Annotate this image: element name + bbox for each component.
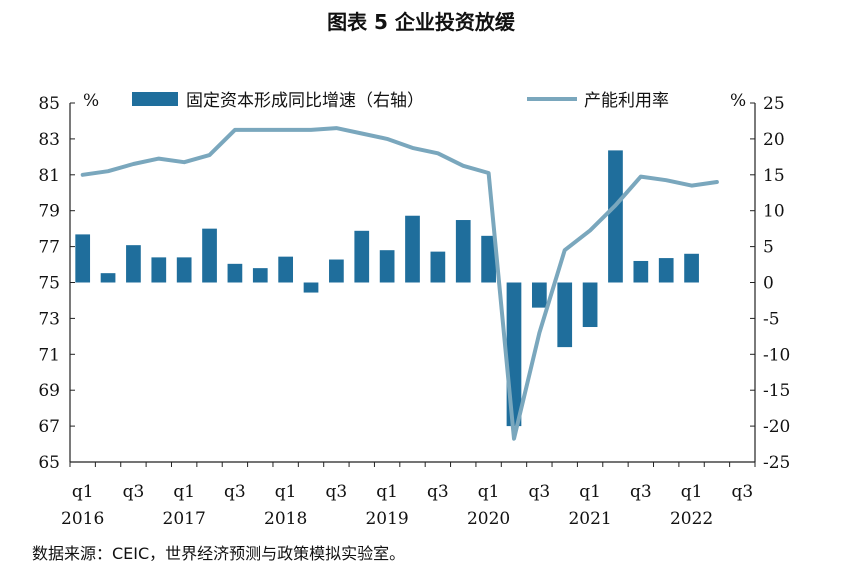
right-tick-label: -5 [763, 309, 780, 329]
right-tick-label: 25 [763, 94, 785, 114]
bar-2020q4 [557, 282, 573, 348]
axes-group: 65 67 69 71 73 75 77 79 81 83 85 -25 -20 -15 -10 -5 0 5 10… [38, 91, 790, 529]
bar-2021q1 [582, 282, 598, 328]
x-tick-label-q3: q3 [427, 482, 449, 502]
bar-2020q3 [531, 282, 547, 308]
bar-2018q1 [278, 256, 294, 283]
x-tick-label-q1: q1 [376, 482, 398, 502]
x-year-label-2021: 2021 [568, 509, 611, 529]
legend-bar-swatch [132, 92, 178, 106]
right-unit-label: % [730, 91, 746, 111]
right-tick-label: 15 [763, 166, 785, 186]
left-tick-label: 69 [38, 381, 60, 401]
right-tick-label: 20 [763, 130, 785, 150]
x-tick-label-q3: q3 [731, 482, 753, 502]
bar-series-group [75, 150, 699, 427]
left-tick-label: 73 [38, 309, 60, 329]
legend-group: 固定资本形成同比增速（右轴） 产能利用率 [132, 91, 669, 111]
right-tick-label: -20 [763, 417, 790, 437]
bar-2016q4 [151, 257, 167, 283]
x-year-label-2017: 2017 [163, 509, 206, 529]
chart-title: 图表 5 企业投资放缓 [327, 10, 515, 34]
right-tick-label: 5 [763, 238, 774, 258]
x-tick-label-q1: q1 [173, 482, 195, 502]
bar-2019q2 [405, 215, 420, 283]
left-tick-label: 83 [38, 130, 60, 150]
bar-2016q2 [100, 273, 116, 283]
left-tick-label: 85 [38, 94, 60, 114]
bar-2021q4 [658, 258, 674, 283]
x-year-label-2022: 2022 [670, 509, 713, 529]
bar-2021q2 [608, 150, 623, 283]
bar-2017q1 [176, 257, 192, 283]
x-year-label-2019: 2019 [365, 509, 408, 529]
line-capacity-utilization [80, 126, 719, 441]
right-tick-label: 10 [763, 202, 785, 222]
bar-2016q1 [75, 234, 91, 283]
x-year-label-2018: 2018 [264, 509, 307, 529]
right-tick-label: -15 [763, 381, 790, 401]
x-tick-label-q3: q3 [224, 482, 246, 502]
x-tick-label-q1: q1 [72, 482, 94, 502]
right-tick-label: 0 [763, 274, 774, 294]
right-tick-label: -25 [763, 453, 790, 473]
legend-bar-label: 固定资本形成同比增速（右轴） [186, 91, 424, 111]
left-tick-label: 75 [38, 274, 60, 294]
right-tick-label: -10 [763, 345, 790, 365]
x-tick-label-q3: q3 [326, 482, 348, 502]
x-year-label-2020: 2020 [467, 509, 510, 529]
bar-2020q1 [481, 235, 496, 283]
left-tick-label: 71 [38, 345, 60, 365]
x-tick-label-q3: q3 [123, 482, 145, 502]
left-unit-label: % [83, 91, 99, 111]
x-year-label-2016: 2016 [61, 509, 104, 529]
bar-2017q2 [202, 228, 217, 283]
bar-2019q1 [379, 250, 395, 283]
bar-2021q3 [633, 260, 649, 283]
line-series-group [80, 126, 719, 441]
chart-svg: 65 67 69 71 73 75 77 79 81 83 85 -25 -20 -15 -10 -5 0 5 10… [38, 91, 790, 529]
x-tick-label-q1: q1 [579, 482, 601, 502]
left-tick-label: 65 [38, 453, 60, 473]
bar-2018q2 [303, 282, 319, 293]
bar-2016q3 [126, 245, 141, 283]
left-tick-label: 77 [38, 238, 60, 258]
bar-2018q4 [354, 230, 370, 283]
bar-2019q3 [430, 251, 446, 283]
legend-line-label: 产能利用率 [584, 91, 669, 111]
bar-2017q3 [227, 263, 243, 283]
x-tick-label-q1: q1 [478, 482, 500, 502]
left-tick-label: 67 [38, 417, 60, 437]
x-tick-label-q1: q1 [275, 482, 297, 502]
bar-2019q4 [455, 220, 471, 283]
bar-2018q3 [329, 259, 344, 283]
x-tick-label-q1: q1 [681, 482, 703, 502]
bar-2022q1 [684, 253, 699, 283]
bar-2017q4 [252, 268, 268, 283]
left-tick-label: 79 [38, 202, 60, 222]
source-note: 数据来源：CEIC，世界经济预测与政策模拟实验室。 [32, 544, 406, 563]
left-tick-label: 81 [38, 166, 60, 186]
x-tick-label-q3: q3 [529, 482, 551, 502]
x-tick-label-q3: q3 [630, 482, 652, 502]
